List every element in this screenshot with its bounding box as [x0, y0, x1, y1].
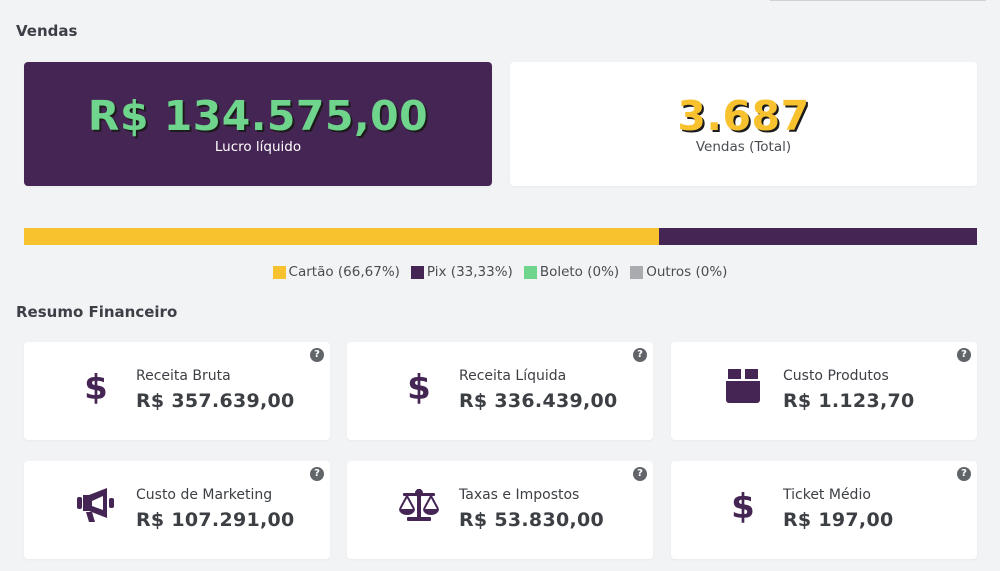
- dollar-icon: $: [721, 483, 765, 527]
- kpi-total-sales-label: Vendas (Total): [695, 139, 792, 155]
- section-title-resumo-financeiro: Resumo Financeiro: [16, 303, 178, 321]
- help-icon[interactable]: ?: [957, 467, 971, 481]
- card-label: Ticket Médio: [783, 487, 871, 503]
- svg-text:$: $: [407, 368, 431, 405]
- help-icon[interactable]: ?: [310, 467, 324, 481]
- dollar-icon: $: [74, 364, 118, 408]
- card-label: Receita Bruta: [136, 368, 231, 384]
- card-custo-produtos: Custo Produtos R$ 1.123,70 ?: [671, 342, 977, 440]
- top-divider: [770, 0, 986, 1]
- card-label: Custo Produtos: [783, 368, 889, 384]
- legend-item: Boleto (0%): [523, 264, 620, 280]
- legend-item: Cartão (66,67%): [272, 264, 400, 280]
- help-icon[interactable]: ?: [310, 348, 324, 362]
- card-value: R$ 357.639,00: [136, 390, 295, 412]
- kpi-net-profit-label: Lucro líquido: [214, 139, 302, 155]
- legend-item: Pix (33,33%): [410, 264, 513, 280]
- svg-text:$: $: [731, 487, 755, 524]
- dollar-icon: $: [397, 364, 441, 408]
- card-value: R$ 336.439,00: [459, 390, 618, 412]
- svg-text:$: $: [84, 368, 108, 405]
- card-label: Custo de Marketing: [136, 487, 273, 503]
- help-icon[interactable]: ?: [633, 467, 647, 481]
- card-label: Receita Líquida: [459, 368, 567, 384]
- card-receita-liquida: $ Receita Líquida R$ 336.439,00 ?: [347, 342, 653, 440]
- legend-item: Outros (0%): [630, 264, 727, 280]
- legend-swatch: [410, 265, 424, 279]
- payment-bar-segment: [659, 228, 977, 245]
- scale-icon: [397, 483, 441, 527]
- card-value: R$ 1.123,70: [783, 390, 915, 412]
- help-icon[interactable]: ?: [633, 348, 647, 362]
- kpi-net-profit-value: R$ 134.575,00: [87, 92, 429, 140]
- legend-label: Pix (33,33%): [426, 264, 513, 280]
- card-custo-marketing: Custo de Marketing R$ 107.291,00 ?: [24, 461, 330, 559]
- legend-swatch: [523, 265, 537, 279]
- megaphone-icon: [74, 483, 118, 527]
- legend-label: Cartão (66,67%): [288, 264, 400, 280]
- legend-label: Boleto (0%): [539, 264, 620, 280]
- card-value: R$ 107.291,00: [136, 509, 295, 531]
- kpi-total-sales-value: 3.687: [677, 92, 810, 140]
- kpi-total-sales: 3.687 Vendas (Total): [510, 62, 977, 186]
- card-label: Taxas e Impostos: [459, 487, 580, 503]
- card-value: R$ 53.830,00: [459, 509, 605, 531]
- card-ticket-medio: $ Ticket Médio R$ 197,00 ?: [671, 461, 977, 559]
- legend-label: Outros (0%): [646, 264, 728, 280]
- payment-bar-segment: [24, 228, 660, 245]
- card-receita-bruta: $ Receita Bruta R$ 357.639,00 ?: [24, 342, 330, 440]
- card-value: R$ 197,00: [783, 509, 894, 531]
- kpi-net-profit: R$ 134.575,00 Lucro líquido: [24, 62, 492, 186]
- legend-swatch: [272, 265, 286, 279]
- payment-method-bar: [24, 228, 977, 245]
- box-icon: [721, 364, 765, 408]
- card-taxas-impostos: Taxas e Impostos R$ 53.830,00 ?: [347, 461, 653, 559]
- legend-swatch: [630, 265, 644, 279]
- help-icon[interactable]: ?: [957, 348, 971, 362]
- payment-method-legend: Cartão (66,67%) Pix (33,33%) Boleto (0%) Ou…: [0, 264, 1000, 280]
- section-title-vendas: Vendas: [16, 22, 78, 40]
